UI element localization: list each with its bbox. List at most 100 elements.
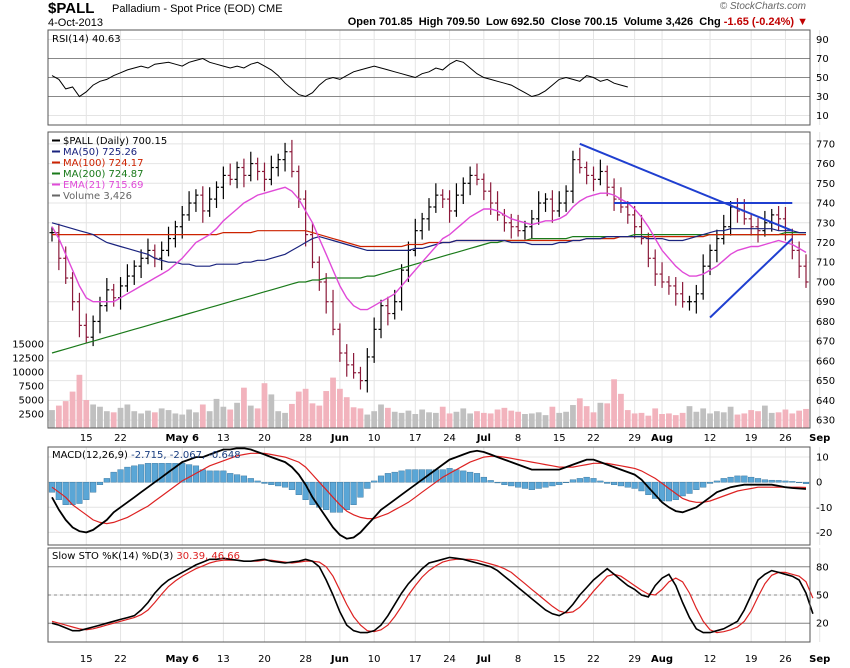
x-tick-label: Jun (330, 433, 349, 444)
macd-histogram-bar (487, 480, 494, 483)
volume-bar (515, 411, 521, 428)
macd-histogram-bar (775, 480, 782, 483)
macd-histogram-bar (508, 481, 515, 487)
close-label: Close (550, 16, 581, 28)
volume-bar (672, 415, 679, 428)
macd-histogram-bar (391, 471, 398, 483)
y-tick-label: 650 (816, 376, 835, 387)
macd-panel (47, 446, 811, 546)
macd-histogram-bar (693, 481, 700, 490)
macd-histogram-bar (631, 481, 638, 489)
price-bar (316, 256, 322, 291)
price-bar (597, 159, 603, 186)
legend-entry: $PALL (Daily) 700.15 (63, 136, 167, 147)
volume-bar (638, 412, 645, 428)
price-bar (323, 273, 329, 314)
price-bar (515, 214, 521, 237)
x-tick-label-bottom: 12 (704, 654, 717, 665)
macd-histogram-bar (604, 481, 611, 484)
macd-histogram-bar (679, 481, 686, 497)
y-tick-label: 10 (816, 111, 829, 122)
price-bar (453, 183, 459, 217)
y-tick-label: 630 (816, 416, 835, 427)
legend-entry: MA(100) 724.17 (63, 158, 144, 169)
macd-histogram-bar (590, 478, 597, 483)
price-bar (412, 218, 418, 257)
x-tick-label-bottom: 20 (258, 654, 271, 665)
y-tick-label: 700 (816, 277, 835, 288)
volume-bar (282, 412, 288, 428)
price-bar (275, 153, 281, 177)
instrument-name: Palladium - Spot Price (EOD) (112, 3, 256, 15)
y-tick-label: -10 (816, 503, 832, 514)
macd-histogram-bar (69, 481, 76, 505)
macd-histogram-bar (754, 478, 762, 483)
y-tick-label: 730 (816, 218, 835, 229)
price-bar (261, 162, 267, 192)
macd-histogram-bar (576, 478, 583, 483)
macd-histogram-bar (371, 480, 378, 483)
price-bar (83, 313, 89, 344)
x-tick-label-bottom: 24 (443, 654, 456, 665)
volume-bar (110, 412, 117, 428)
volume-bar (446, 413, 453, 428)
price-bar (652, 249, 658, 286)
macd-histogram-bar (76, 481, 83, 504)
macd-histogram-bar (83, 481, 90, 500)
price-bar (549, 190, 555, 223)
macd-histogram-bar (734, 475, 741, 483)
volume-bar (542, 415, 549, 428)
macd-histogram-bar (610, 481, 618, 485)
volume-bar (247, 405, 254, 428)
volume-bar (145, 410, 151, 428)
low-value: 692.50 (511, 16, 545, 28)
macd-histogram-bar (336, 481, 343, 513)
stochastic-title: Slow STO %K(14) %D(3) 30.39, 46.66 (52, 551, 240, 562)
price-bar (755, 217, 761, 243)
macd-histogram-bar (172, 463, 179, 483)
price-bar (748, 212, 754, 236)
macd-histogram-bar (460, 470, 467, 483)
price-bar (214, 181, 220, 208)
x-tick-label-bottom: 29 (628, 654, 641, 665)
volume-bar (522, 414, 528, 428)
volume-bar (467, 413, 474, 428)
price-bar (337, 323, 343, 362)
x-tick-label-bottom: 15 (553, 654, 566, 665)
volume-bar (659, 414, 665, 428)
y-tick-label: 90 (816, 35, 829, 46)
price-bar (604, 165, 610, 197)
ma100-line (52, 230, 806, 248)
x-tick-label: 20 (258, 433, 271, 444)
macd-histogram-bar (110, 471, 117, 483)
volume-bar (535, 412, 542, 428)
price-bar (248, 151, 254, 182)
macd-histogram-bar (384, 473, 391, 483)
x-tick-label: Jul (476, 433, 491, 444)
macd-histogram-bar (748, 476, 755, 483)
volume-bar (302, 388, 309, 428)
macd-histogram-bar (727, 476, 734, 483)
macd-title: MACD(12,26,9) -2.715, -2.067, -0.648 (52, 450, 241, 461)
volume-bar (432, 412, 439, 428)
volume-bar (666, 413, 672, 428)
volume-bar (494, 409, 501, 428)
x-tick-label-bottom: May 6 (166, 654, 199, 665)
volume-bar (261, 383, 268, 428)
price-bar (145, 238, 151, 265)
price-bar (680, 281, 686, 308)
volume-bar (748, 410, 755, 428)
x-tick-label-bottom: 22 (587, 654, 600, 665)
y-tick-label: 50 (816, 73, 829, 84)
volume-bar (172, 413, 179, 428)
volume-bar (686, 406, 693, 428)
price-bar (584, 161, 590, 185)
macd-histogram-bar (528, 481, 535, 490)
macd-histogram-bar (151, 463, 158, 483)
volume-bar (49, 410, 55, 428)
volume-bar (652, 408, 659, 428)
volume-bar (453, 411, 460, 428)
chart-date: 4-Oct-2013 (48, 17, 104, 29)
rsi-line (51, 57, 628, 98)
macd-histogram-bar (686, 481, 693, 494)
